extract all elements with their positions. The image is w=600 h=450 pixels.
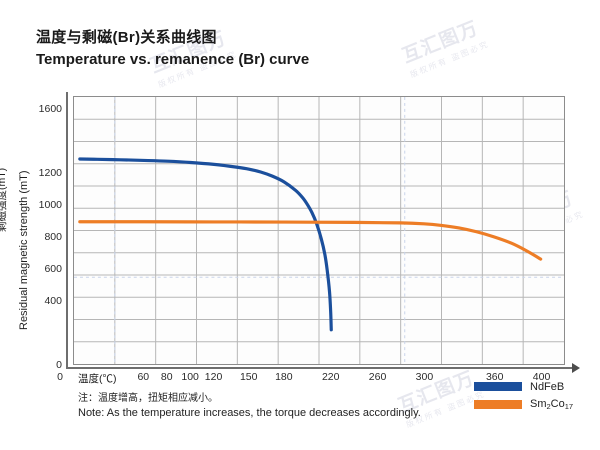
legend-smco-sub1: 2 bbox=[546, 402, 551, 411]
x-tick-label: 360 bbox=[485, 371, 504, 383]
y-tick-label: 1000 bbox=[38, 198, 62, 211]
legend-item-smco[interactable]: Sm2Co17 bbox=[474, 397, 573, 412]
y-tick-label: 0 bbox=[56, 359, 62, 371]
x-tick-label: 120 bbox=[204, 371, 223, 383]
x-axis-spine bbox=[66, 367, 574, 369]
chart-canvas bbox=[74, 97, 564, 364]
legend-label-smco: Sm2Co17 bbox=[530, 398, 573, 411]
note-english: Note: As the temperature increases, the … bbox=[78, 407, 421, 419]
x-tick-label: 300 bbox=[415, 371, 434, 383]
y-tick-label: 400 bbox=[44, 294, 62, 307]
legend-swatch-orange bbox=[474, 400, 522, 409]
watermark: 互汇图万 版权所有 盗图必究 bbox=[399, 17, 491, 80]
legend-smco-sub2: 17 bbox=[564, 402, 574, 411]
x-tick-label: 220 bbox=[321, 371, 340, 383]
y-tick-label: 1600 bbox=[38, 102, 62, 115]
title-english: Temperature vs. remanence (Br) curve bbox=[36, 51, 310, 68]
x-axis-label-chinese: 温度(℃) bbox=[78, 373, 117, 385]
y-axis-ticks: 0 400 600 800 1000 1200 1600 bbox=[10, 0, 62, 450]
chart-legend: NdFeB Sm2Co17 bbox=[474, 379, 573, 415]
x-tick-label: 400 bbox=[532, 371, 551, 383]
y-tick-label: 600 bbox=[44, 262, 62, 275]
x-tick-label: 60 bbox=[137, 371, 150, 383]
y-axis-label-english: Residual magnetic strength (mT) bbox=[18, 170, 30, 330]
x-axis-arrow-icon bbox=[572, 363, 580, 373]
note-chinese: 注：温度增高，扭矩相应减小。 bbox=[78, 393, 218, 404]
x-tick-label: 180 bbox=[275, 371, 293, 383]
title-chinese: 温度与剩磁(Br)关系曲线图 bbox=[36, 29, 217, 46]
plot-area bbox=[73, 96, 565, 365]
x-tick-label: 80 bbox=[160, 371, 173, 383]
y-tick-label: 800 bbox=[44, 230, 62, 243]
y-tick-label: 1200 bbox=[38, 166, 62, 179]
note-block: 注：温度增高，扭矩相应减小。 Note: As the temperature … bbox=[78, 392, 421, 421]
y-axis-spine bbox=[66, 92, 68, 369]
legend-smco-sm: Sm bbox=[530, 398, 547, 410]
y-axis-label-chinese: 剩磁强度(mT) bbox=[0, 167, 8, 232]
page-title: 温度与剩磁(Br)关系曲线图 Temperature vs. remanence… bbox=[36, 28, 309, 70]
legend-swatch-blue bbox=[474, 382, 522, 391]
legend-smco-co: Co bbox=[550, 398, 565, 410]
x-tick-label: 100 bbox=[181, 371, 199, 383]
x-tick-label: 150 bbox=[239, 371, 258, 383]
x-axis-ticks: 0 60 80 100 120 150 180 220 260 300 360 400 bbox=[0, 371, 600, 387]
x-tick-label: 260 bbox=[368, 371, 387, 383]
x-tick-label: 0 bbox=[57, 371, 63, 383]
legend-label-ndfeb: NdFeB bbox=[530, 380, 565, 393]
legend-item-ndfeb[interactable]: NdFeB bbox=[474, 379, 573, 394]
